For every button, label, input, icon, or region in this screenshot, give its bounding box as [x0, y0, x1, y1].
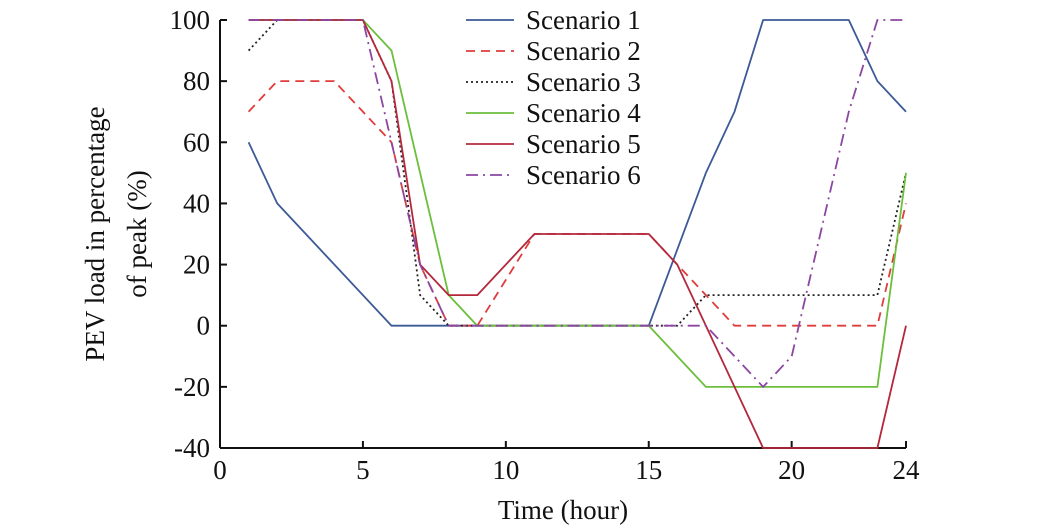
y-tick-label: -40	[174, 433, 210, 463]
x-axis-title: Time (hour)	[498, 495, 628, 525]
x-tick-label: 24	[893, 455, 921, 485]
series-line-5	[248, 19, 907, 449]
series-line-3	[247, 19, 907, 327]
legend-label-3: Scenario 3	[526, 67, 641, 97]
y-tick-label: 60	[183, 127, 210, 157]
x-tick-label: 10	[492, 455, 519, 485]
series-line-2	[247, 80, 907, 327]
legend-label-2: Scenario 2	[526, 36, 641, 66]
legend-label-4: Scenario 4	[526, 98, 641, 128]
legend-label-5: Scenario 5	[526, 129, 641, 159]
series-line-6	[248, 19, 906, 388]
x-tick-label: 20	[778, 455, 805, 485]
y-axis-title: PEV load in percentage of peak (%)	[80, 106, 152, 361]
y-axis-title-line-1: PEV load in percentage	[80, 106, 110, 361]
x-tick-label: 15	[635, 455, 662, 485]
y-tick-label: 40	[183, 188, 210, 218]
series-line-1	[247, 19, 907, 327]
y-axis-title-line-2: of peak (%)	[122, 170, 152, 297]
y-tick-label: 0	[197, 311, 211, 341]
ticks: 0 5 10 15 20 24 -40 -20 0 20 40 60 80 100	[170, 5, 921, 485]
y-tick-label: 20	[183, 250, 210, 280]
y-tick-label: -20	[174, 372, 210, 402]
series-layer	[247, 19, 907, 449]
y-tick-label: 80	[183, 66, 210, 96]
x-tick-label: 5	[356, 455, 370, 485]
legend-label-1: Scenario 1	[526, 5, 641, 35]
legend-label-6: Scenario 6	[526, 160, 641, 190]
x-tick-label: 0	[213, 455, 227, 485]
y-tick-label: 100	[170, 5, 211, 35]
